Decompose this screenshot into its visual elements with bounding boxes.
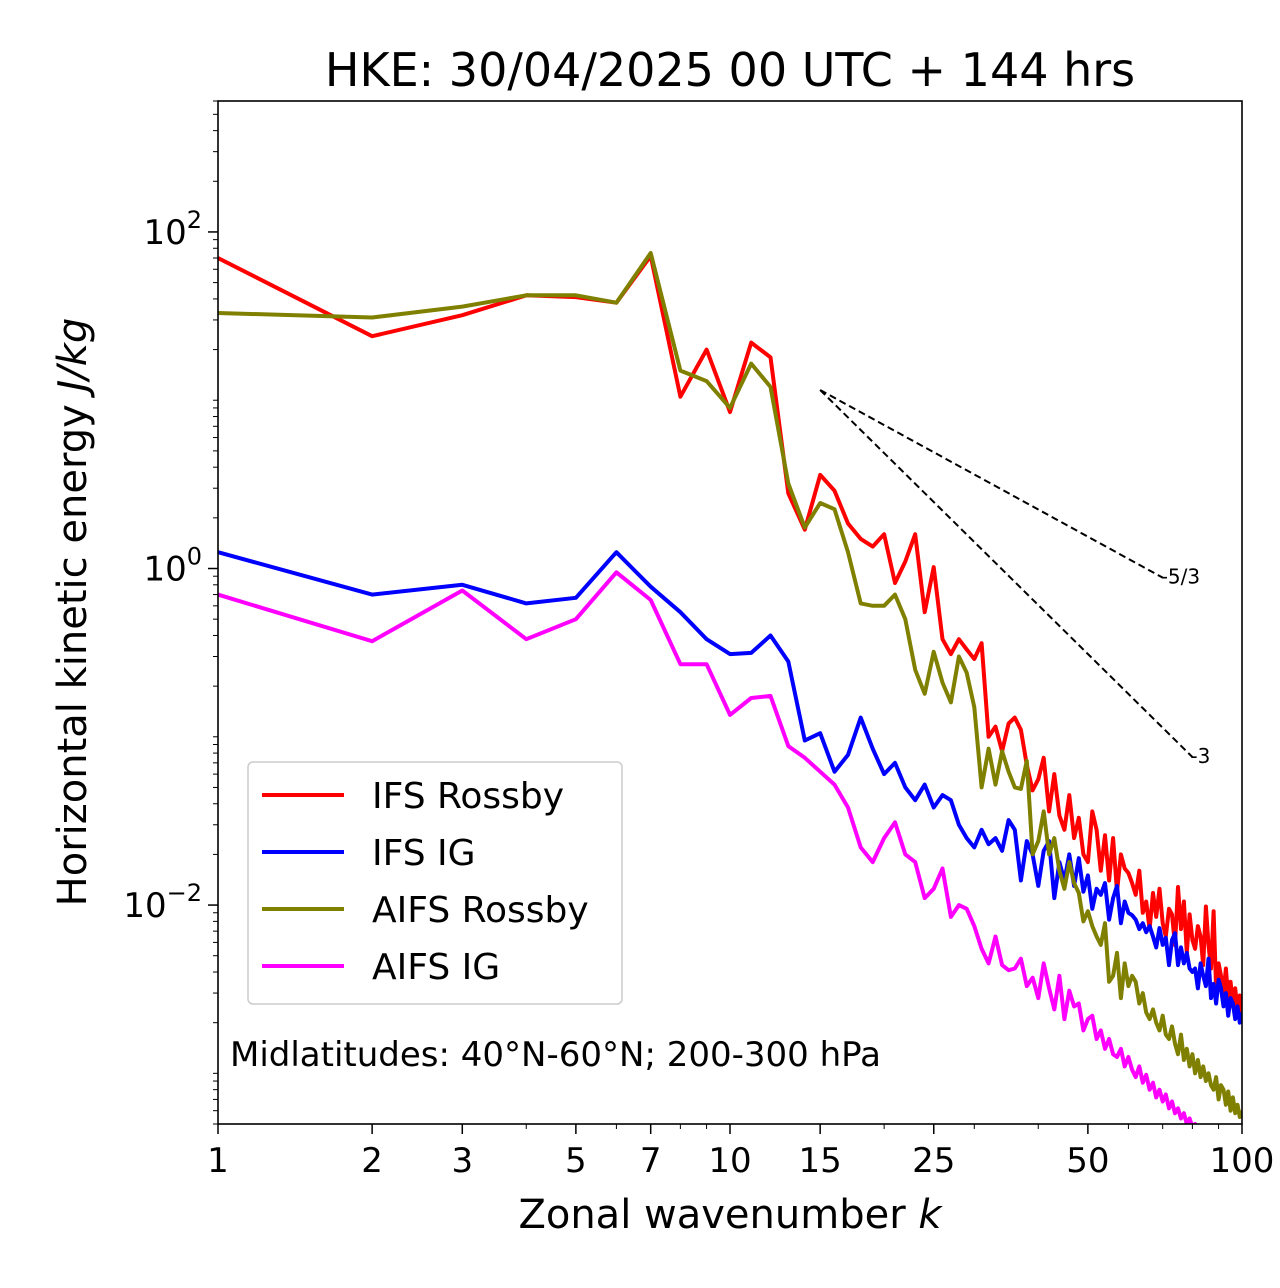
y-tick-base: 10 bbox=[143, 213, 186, 253]
reference-line bbox=[819, 389, 1164, 579]
reference-line bbox=[819, 389, 1194, 758]
y-tick-exponent: −2 bbox=[167, 879, 202, 907]
x-tick-label: 1 bbox=[207, 1141, 229, 1181]
legend-label: AIFS Rossby bbox=[372, 890, 589, 931]
series-line bbox=[218, 254, 1242, 1016]
legend: IFS Rossby IFS IG AIFS Rossby AIFS IG bbox=[247, 761, 623, 1005]
data-series bbox=[218, 251, 1242, 1124]
y-tick-label: 10−2 bbox=[123, 879, 202, 926]
series-line bbox=[218, 251, 1242, 1119]
series-line bbox=[218, 550, 1242, 1025]
x-tick-label: 2 bbox=[361, 1141, 383, 1181]
x-tick-label: 5 bbox=[565, 1141, 587, 1181]
reference-slope-labels: -5/3 -3 bbox=[1161, 565, 1211, 768]
y-axis-label-unit: J/kg bbox=[50, 318, 96, 399]
reference-line-label: -5/3 bbox=[1161, 565, 1200, 589]
region-annotation: Midlatitudes: 40°N-60°N; 200-300 hPa bbox=[230, 1035, 881, 1075]
series-line bbox=[218, 570, 1198, 1124]
y-tick-label: 100 bbox=[143, 543, 202, 590]
legend-label: IFS IG bbox=[372, 833, 476, 874]
y-axis-label-text: Horizontal kinetic energy bbox=[50, 392, 96, 907]
plot-frame bbox=[217, 100, 1243, 1125]
legend-label: IFS Rossby bbox=[372, 776, 564, 817]
x-tick-label: 100 bbox=[1210, 1141, 1275, 1181]
reference-line-label: -3 bbox=[1190, 744, 1210, 768]
x-tick-label: 15 bbox=[799, 1141, 842, 1181]
x-tick-label: 10 bbox=[708, 1141, 751, 1181]
x-tick-label: 25 bbox=[912, 1141, 955, 1181]
y-tick-base: 10 bbox=[123, 886, 166, 926]
y-tick-base: 10 bbox=[143, 550, 186, 590]
legend-label: AIFS IG bbox=[372, 947, 500, 988]
legend-box bbox=[247, 761, 623, 1005]
y-tick-exponent: 0 bbox=[187, 543, 202, 571]
x-tick-label: 7 bbox=[640, 1141, 662, 1181]
chart-title: HKE: 30/04/2025 00 UTC + 144 hrs bbox=[325, 43, 1135, 97]
x-tick-label: 50 bbox=[1066, 1141, 1109, 1181]
y-tick-exponent: 2 bbox=[187, 206, 202, 234]
legend-items: IFS Rossby IFS IG AIFS Rossby AIFS IG bbox=[262, 776, 589, 988]
x-axis-label: Zonal wavenumber k bbox=[518, 1192, 943, 1238]
x-axis-label-text: Zonal wavenumber bbox=[518, 1192, 918, 1238]
plot-area bbox=[218, 251, 1242, 1124]
x-tick-label: 3 bbox=[451, 1141, 473, 1181]
x-axis-label-variable: k bbox=[918, 1192, 943, 1238]
y-tick-label: 102 bbox=[143, 206, 202, 253]
y-axis-label: Horizontal kinetic energy J/kg bbox=[50, 318, 96, 907]
reference-slope-lines bbox=[819, 389, 1194, 758]
